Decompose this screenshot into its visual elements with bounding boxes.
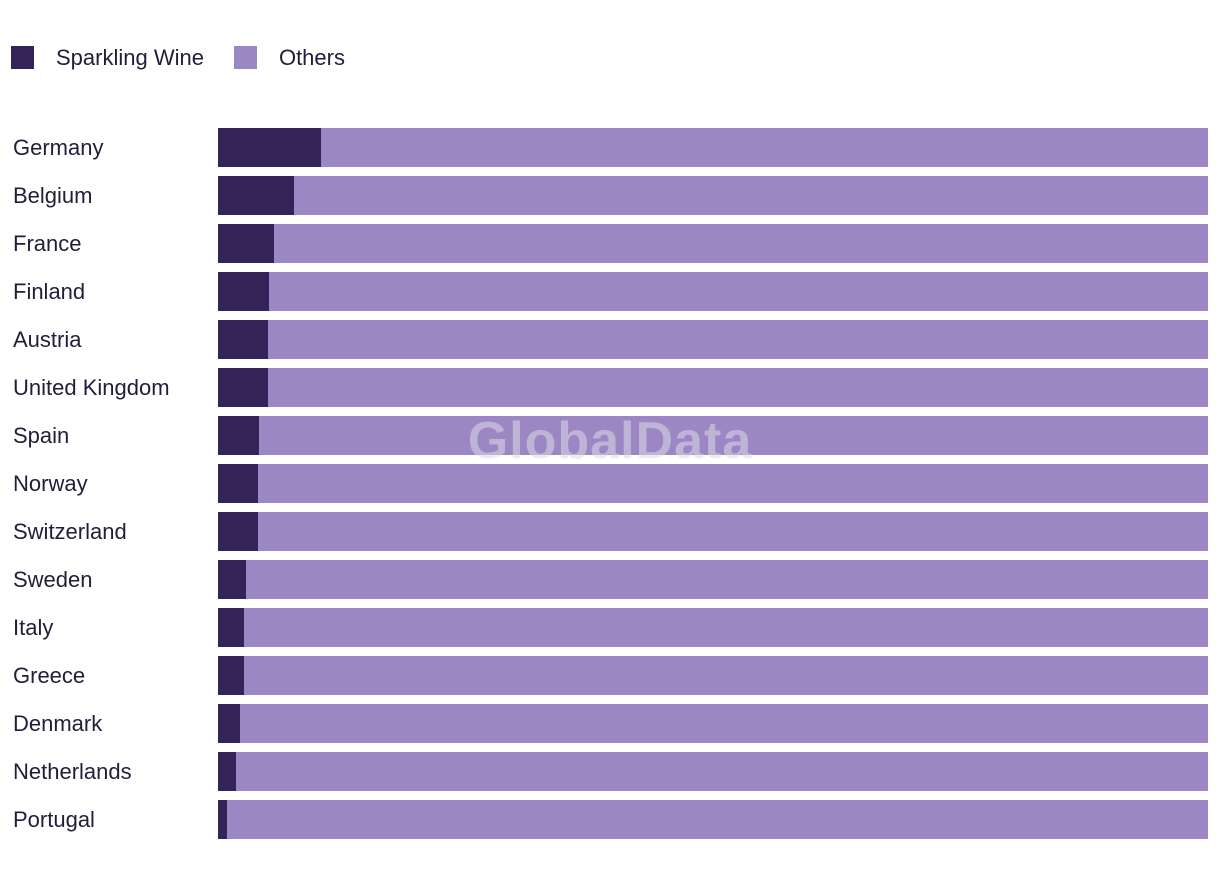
bar-segment-others [258, 416, 1208, 455]
bar-segment-others [274, 224, 1208, 263]
bar-segment-sparkling-wine [218, 272, 270, 311]
bar-segment-sparkling-wine [218, 800, 227, 839]
bar-segment-sparkling-wine [218, 368, 269, 407]
stacked-bar [218, 272, 1208, 311]
bar-segment-others [245, 560, 1208, 599]
legend: Sparkling Wine Others [11, 46, 345, 69]
chart-row: Spain [13, 416, 1208, 455]
bar-segment-sparkling-wine [218, 464, 258, 503]
bar-segment-others [294, 176, 1208, 215]
chart-row: Switzerland [13, 512, 1208, 551]
category-label: Norway [13, 470, 88, 496]
stacked-bar [218, 224, 1208, 263]
stacked-bar [218, 128, 1208, 167]
stacked-bar [218, 560, 1208, 599]
stacked-bar [218, 800, 1208, 839]
chart-row: France [13, 224, 1208, 263]
category-label: Greece [13, 662, 86, 688]
category-label: France [13, 230, 82, 256]
chart-row: Netherlands [13, 752, 1208, 791]
bar-segment-others [320, 128, 1208, 167]
stacked-bar [218, 464, 1208, 503]
chart-row: Finland [13, 272, 1208, 311]
bar-segment-sparkling-wine [218, 752, 236, 791]
category-label: Italy [13, 614, 54, 640]
category-label: United Kingdom [13, 374, 170, 400]
bar-chart: Germany Belgium France Finland Austria United… [13, 128, 1208, 839]
bar-segment-others [268, 368, 1208, 407]
bar-segment-sparkling-wine [218, 176, 295, 215]
category-label: Sweden [13, 566, 93, 592]
chart-row: Germany [13, 128, 1208, 167]
bar-segment-sparkling-wine [218, 416, 259, 455]
chart-row: Greece [13, 656, 1208, 695]
category-label: Belgium [13, 182, 93, 208]
stacked-bar [218, 656, 1208, 695]
legend-swatch-others-icon [233, 46, 257, 69]
chart-row: Denmark [13, 704, 1208, 743]
bar-segment-others [235, 752, 1208, 791]
chart-row: Belgium [13, 176, 1208, 215]
bar-segment-others [269, 272, 1208, 311]
stacked-bar [218, 176, 1208, 215]
category-label: Austria [13, 326, 82, 352]
bar-segment-sparkling-wine [218, 128, 321, 167]
stacked-bar [218, 512, 1208, 551]
bar-segment-sparkling-wine [218, 560, 246, 599]
legend-item-others: Others [233, 44, 345, 70]
bar-segment-others [239, 704, 1208, 743]
stacked-bar [218, 368, 1208, 407]
bar-segment-sparkling-wine [218, 224, 275, 263]
category-label: Germany [13, 134, 104, 160]
legend-swatch-sparkling-wine-icon [11, 46, 34, 69]
stacked-bar [218, 320, 1208, 359]
category-label: Portugal [13, 806, 95, 832]
bar-segment-others [243, 608, 1208, 647]
bar-segment-others [257, 512, 1208, 551]
stacked-bar [218, 704, 1208, 743]
stacked-bar [218, 752, 1208, 791]
chart-row: Portugal [13, 800, 1208, 839]
bar-segment-others [243, 656, 1208, 695]
chart-row: Austria [13, 320, 1208, 359]
bar-segment-sparkling-wine [218, 320, 269, 359]
bar-segment-sparkling-wine [218, 704, 240, 743]
category-label: Switzerland [13, 518, 127, 544]
category-label: Netherlands [13, 758, 132, 784]
bar-segment-sparkling-wine [218, 608, 244, 647]
category-label: Finland [13, 278, 86, 304]
bar-segment-sparkling-wine [218, 512, 258, 551]
stacked-bar [218, 416, 1208, 455]
legend-label-others: Others [278, 44, 345, 70]
stacked-bar [218, 608, 1208, 647]
bar-segment-others [226, 800, 1208, 839]
chart-row: Norway [13, 464, 1208, 503]
legend-item-sparkling-wine: Sparkling Wine [11, 46, 204, 69]
bar-segment-others [257, 464, 1208, 503]
bar-segment-sparkling-wine [218, 656, 244, 695]
category-label: Spain [13, 422, 70, 448]
bar-segment-others [268, 320, 1208, 359]
legend-label-sparkling-wine: Sparkling Wine [56, 44, 204, 70]
chart-row: Italy [13, 608, 1208, 647]
category-label: Denmark [13, 710, 103, 736]
chart-row: United Kingdom [13, 368, 1208, 407]
chart-row: Sweden [13, 560, 1208, 599]
